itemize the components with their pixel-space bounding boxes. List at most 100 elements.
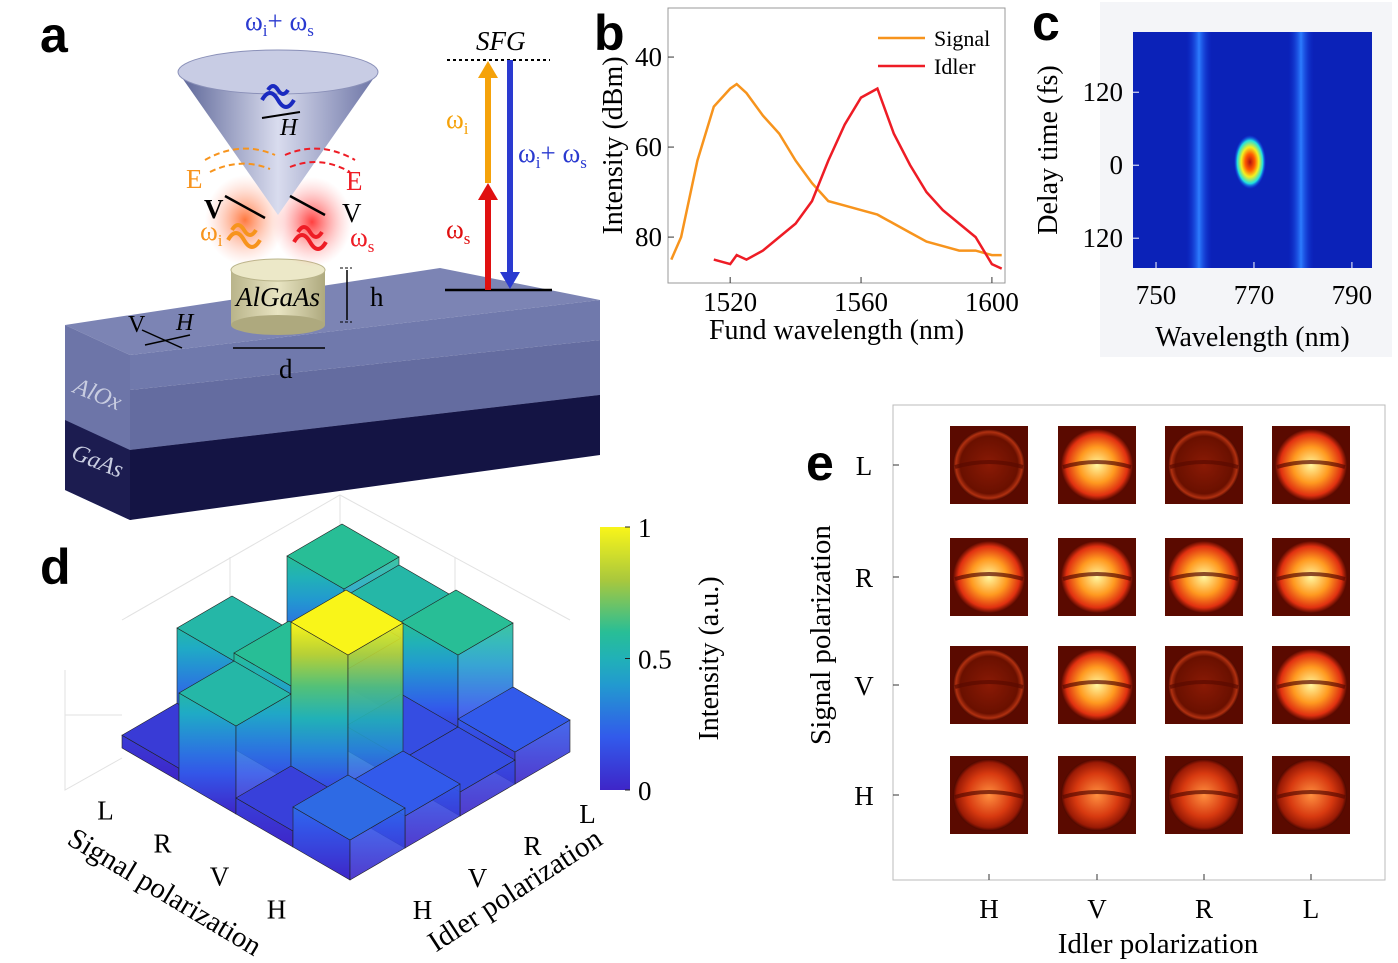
field-lines <box>284 147 356 173</box>
x-tick-label: 1520 <box>703 287 757 317</box>
y-tick-label: 120 <box>1083 223 1124 253</box>
field-lines <box>204 147 276 173</box>
diagram-a: ωi+ ωs H E E V V ωi ωs AlGaAs h d V H Al… <box>65 6 600 520</box>
bar-face-top <box>292 774 406 841</box>
panel-label: e <box>806 435 834 491</box>
colorbar-tick-label: 0.5 <box>638 645 672 675</box>
wave <box>226 223 262 249</box>
plot-frame <box>667 7 1006 284</box>
spot <box>1275 429 1347 501</box>
glow <box>205 175 285 265</box>
idler-tick-label: H <box>413 895 433 925</box>
spot <box>953 649 1025 721</box>
label: ωi+ ωs <box>518 138 587 172</box>
idler-tick-label: V <box>468 863 488 893</box>
glow <box>272 177 352 267</box>
spot-band <box>1062 680 1132 689</box>
spot-band <box>1062 790 1132 799</box>
label: ωi <box>200 216 223 250</box>
gaas-side <box>65 420 130 520</box>
spot-band <box>1276 680 1346 689</box>
pol-bar <box>261 111 301 119</box>
bar-face-top <box>178 660 292 727</box>
y-tick-label: 0 <box>1110 150 1124 180</box>
panel-frame <box>892 404 1386 881</box>
spot <box>953 759 1025 831</box>
spot-band <box>954 460 1024 469</box>
bar-face-top <box>286 523 400 590</box>
label: h <box>370 282 384 312</box>
axis-arrow <box>141 329 183 349</box>
idler-tick-label: R <box>523 831 541 861</box>
line-series <box>670 82 1002 261</box>
spot <box>1275 541 1347 613</box>
bar-face-top <box>457 686 571 753</box>
axis-arrow <box>144 334 191 346</box>
label: SFG <box>476 26 526 56</box>
x-tick-label: 770 <box>1234 280 1275 310</box>
spot <box>1168 541 1240 613</box>
pol-bar <box>224 194 266 220</box>
signal-tick-label: R <box>153 829 171 859</box>
cone-top <box>177 49 379 95</box>
alox-layer <box>130 340 600 450</box>
panel-label: a <box>40 7 69 63</box>
y-tick-label: 60 <box>635 132 662 162</box>
column-label: V <box>1087 894 1107 924</box>
spot-band <box>1276 572 1346 581</box>
spot <box>1168 759 1240 831</box>
label: d <box>279 354 293 384</box>
x-tick-label: 790 <box>1332 280 1373 310</box>
spot <box>1061 429 1133 501</box>
spots <box>950 426 1350 834</box>
spot <box>1061 541 1133 613</box>
spot-band <box>954 790 1024 799</box>
signal-tick-label: V <box>210 862 230 892</box>
cone <box>178 72 378 215</box>
bar-face-top <box>400 589 514 656</box>
spot <box>1275 649 1347 721</box>
spot <box>1275 759 1347 831</box>
legend-label: Idler <box>934 54 976 79</box>
spot-band <box>1276 460 1346 469</box>
spot <box>953 429 1025 501</box>
signal-tick-label: L <box>97 796 114 826</box>
wave <box>260 84 296 109</box>
spot-band <box>1169 790 1239 799</box>
block-front <box>130 300 600 390</box>
label: V <box>128 312 146 338</box>
y-axis-label: Delay time (fs) <box>1033 65 1064 235</box>
spot <box>1061 759 1133 831</box>
label: E <box>186 164 203 194</box>
arrow-head <box>478 183 498 200</box>
row-label: R <box>855 563 873 593</box>
label: E <box>346 166 363 196</box>
heatmap-stripe <box>1288 32 1314 268</box>
arrow-head <box>500 272 520 289</box>
bar-face-top <box>290 589 404 656</box>
label: ωs <box>350 222 374 256</box>
heatmap-stripe <box>1186 32 1212 268</box>
colorbar-tick-label: 0 <box>638 776 652 806</box>
y-axis-label: Signal polarization <box>805 525 837 745</box>
spot-band <box>1062 572 1132 581</box>
column-label: R <box>1195 894 1213 924</box>
colorbar-tick-label: 1 <box>638 513 652 543</box>
x-axis-label: Wavelength (nm) <box>1155 322 1349 353</box>
spot <box>1168 649 1240 721</box>
y-tick-label: 80 <box>635 222 662 252</box>
spot-band <box>1169 572 1239 581</box>
spot-band <box>954 572 1024 581</box>
colorbar-label: Intensity (a.u.) <box>694 576 725 740</box>
y-tick-label: 120 <box>1083 77 1124 107</box>
spot-band <box>1169 680 1239 689</box>
spot-band <box>1169 460 1239 469</box>
spot <box>953 541 1025 613</box>
label: ωi <box>446 104 469 138</box>
label: H <box>175 310 195 336</box>
column-label: H <box>979 894 999 924</box>
y-axis-label: Idler polarization <box>422 822 608 958</box>
row-label: V <box>854 671 874 701</box>
signal-tick-label: H <box>267 895 287 925</box>
legend-label: Signal <box>934 26 990 51</box>
